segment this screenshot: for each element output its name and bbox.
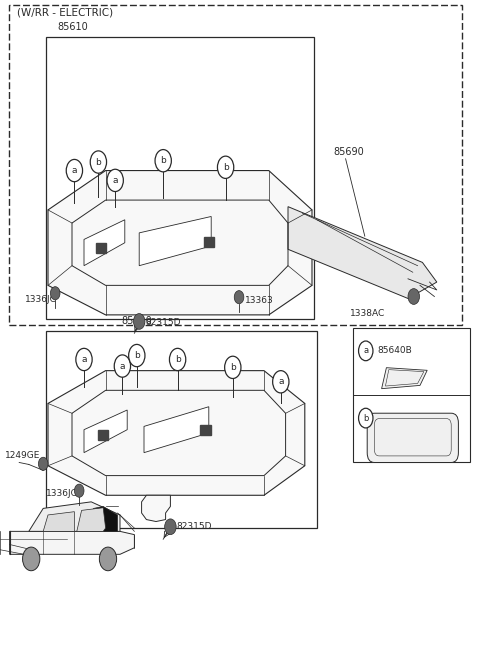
Text: 82315D: 82315D	[145, 318, 181, 327]
Bar	[46, 331, 317, 528]
Polygon shape	[382, 367, 427, 388]
Circle shape	[273, 371, 289, 393]
Circle shape	[90, 151, 107, 173]
Polygon shape	[84, 220, 125, 266]
Circle shape	[234, 291, 244, 304]
Circle shape	[38, 457, 48, 470]
Text: b: b	[160, 156, 166, 165]
Text: 1249GE: 1249GE	[5, 451, 40, 460]
Circle shape	[408, 289, 420, 304]
Polygon shape	[29, 502, 120, 531]
Text: 82315D: 82315D	[177, 522, 212, 531]
Circle shape	[107, 169, 123, 192]
Circle shape	[129, 344, 145, 367]
Text: 85610: 85610	[58, 22, 88, 32]
Text: 1336JC: 1336JC	[46, 489, 77, 498]
Bar	[200, 425, 211, 435]
Polygon shape	[84, 410, 127, 453]
Text: b: b	[223, 163, 228, 172]
Text: a: a	[363, 346, 368, 356]
Bar	[204, 237, 214, 247]
Polygon shape	[288, 207, 437, 298]
Circle shape	[155, 150, 171, 172]
Text: b: b	[134, 351, 140, 360]
Circle shape	[359, 341, 373, 361]
Polygon shape	[142, 495, 170, 522]
Polygon shape	[77, 508, 106, 531]
Circle shape	[99, 547, 117, 571]
Polygon shape	[48, 371, 305, 495]
Text: 89855B: 89855B	[378, 413, 413, 422]
Circle shape	[66, 159, 83, 182]
Circle shape	[165, 519, 176, 535]
Text: 85610: 85610	[121, 316, 152, 326]
Polygon shape	[144, 407, 209, 453]
Text: b: b	[230, 363, 236, 372]
Bar	[9, 5, 462, 325]
Polygon shape	[139, 216, 211, 266]
Circle shape	[217, 156, 234, 178]
Bar	[96, 243, 106, 253]
Text: a: a	[120, 361, 125, 371]
Text: a: a	[112, 176, 118, 185]
FancyBboxPatch shape	[367, 413, 458, 462]
Text: b: b	[363, 413, 369, 422]
Circle shape	[23, 547, 40, 571]
Circle shape	[225, 356, 241, 379]
Bar	[46, 37, 314, 319]
Bar	[98, 430, 108, 440]
Text: a: a	[81, 355, 87, 364]
Bar	[353, 328, 470, 462]
Polygon shape	[43, 512, 74, 531]
Circle shape	[74, 484, 84, 497]
Circle shape	[359, 408, 373, 428]
Circle shape	[76, 348, 92, 371]
Text: 85640B: 85640B	[378, 346, 412, 356]
Polygon shape	[48, 171, 312, 315]
Text: 13363: 13363	[245, 296, 274, 305]
Polygon shape	[10, 531, 134, 554]
Circle shape	[133, 314, 145, 329]
Text: b: b	[96, 157, 101, 167]
Circle shape	[169, 348, 186, 371]
Text: b: b	[175, 355, 180, 364]
Text: (W/RR - ELECTRIC): (W/RR - ELECTRIC)	[17, 8, 113, 18]
Circle shape	[114, 355, 131, 377]
Circle shape	[50, 287, 60, 300]
Polygon shape	[79, 506, 118, 531]
Text: a: a	[72, 166, 77, 175]
Text: 85690: 85690	[334, 148, 364, 157]
Text: a: a	[278, 377, 284, 386]
Text: 1336JC: 1336JC	[25, 295, 57, 304]
Text: 1338AC: 1338AC	[350, 309, 385, 318]
